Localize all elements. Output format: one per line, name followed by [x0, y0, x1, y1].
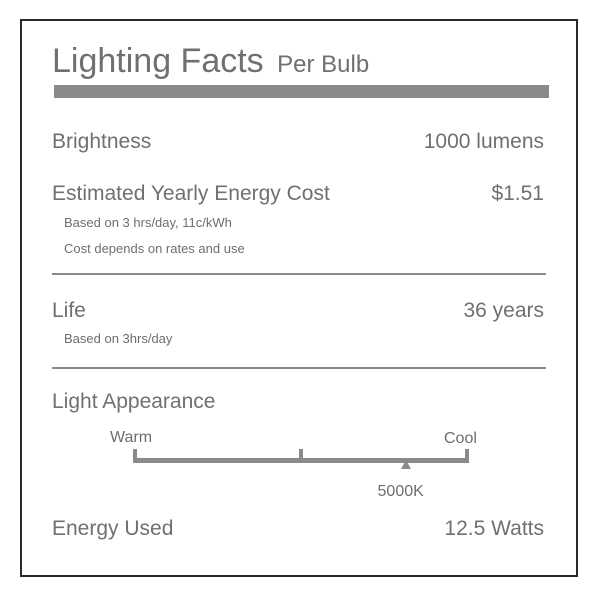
title-subtitle: Per Bulb: [277, 51, 370, 78]
scale-left-tick: [133, 449, 137, 463]
title-divider: [54, 85, 549, 98]
life-value: 36 years: [463, 299, 544, 322]
energy-cost-note-1: Based on 3 hrs/day, 11c/kWh: [64, 215, 232, 230]
light-appearance-label: Light Appearance: [52, 390, 216, 413]
brightness-value: 1000 lumens: [423, 130, 544, 153]
energy-used-value: 12.5 Watts: [444, 517, 544, 540]
energy-cost-value: $1.51: [491, 182, 544, 205]
energy-cost-label: Estimated Yearly Energy Cost: [52, 182, 330, 205]
scale-right-tick: [465, 449, 469, 463]
label-title: Lighting Facts Per Bulb: [52, 44, 369, 78]
life-note: Based on 3hrs/day: [64, 331, 173, 346]
scale-marker-icon: [400, 460, 411, 469]
scale-mid-tick: [299, 449, 303, 463]
section-divider-2: [52, 367, 546, 369]
scale-cool-label: Cool: [444, 430, 477, 447]
scale-marker-label: 5000K: [377, 483, 424, 500]
title-text: Lighting Facts: [52, 42, 264, 80]
section-divider-1: [52, 273, 546, 275]
scale-warm-label: Warm: [110, 429, 153, 446]
brightness-label: Brightness: [52, 130, 152, 153]
energy-cost-note-2: Cost depends on rates and use: [64, 241, 245, 256]
life-label: Life: [52, 299, 86, 322]
label-border: [20, 19, 578, 577]
energy-used-label: Energy Used: [52, 517, 174, 540]
